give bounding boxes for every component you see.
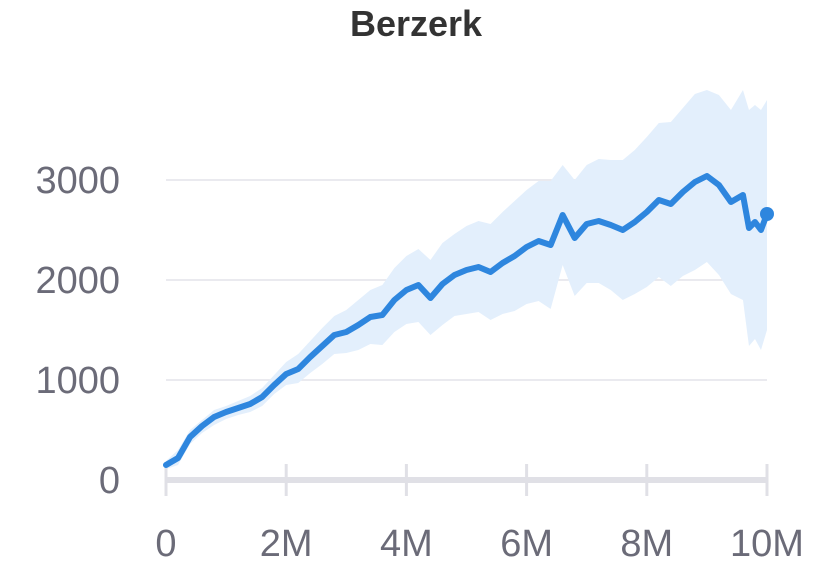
- y-tick-label: 2000: [35, 260, 120, 302]
- y-tick-label: 3000: [35, 160, 120, 202]
- series-band: [166, 90, 767, 469]
- x-tick-label: 8M: [620, 523, 673, 565]
- x-tick-label: 4M: [380, 523, 433, 565]
- series-line-path: [163, 173, 770, 468]
- confidence-band: [166, 90, 767, 469]
- x-tick-label: 10M: [730, 523, 804, 565]
- y-axis: 0 1000 2000 3000: [35, 160, 120, 502]
- x-tick-label: 6M: [500, 523, 553, 565]
- series-end-point: [760, 207, 774, 221]
- x-tick-label: 0: [155, 523, 176, 565]
- y-tick-label: 0: [99, 460, 120, 502]
- y-tick-label: 1000: [35, 360, 120, 402]
- x-axis: 0 2M 4M 6M 8M 10M: [155, 464, 804, 565]
- series-line: [163, 173, 774, 468]
- chart-title: Berzerk: [350, 3, 483, 44]
- x-tick-label: 2M: [260, 523, 313, 565]
